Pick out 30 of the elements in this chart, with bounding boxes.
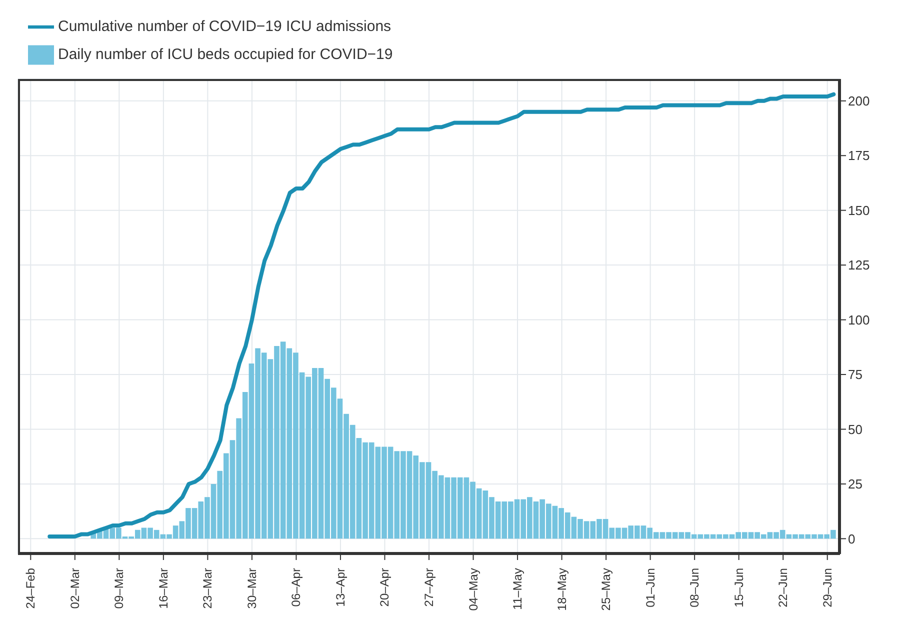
y-tick-label: 75 [848,367,862,382]
x-tick-label: 20–Apr [378,568,392,607]
x-tick-label: 16–Mar [156,568,170,609]
x-tick-label: 02–Mar [68,568,82,609]
x-tick-label: 13–Apr [333,568,348,607]
y-tick-label: 25 [848,476,862,492]
x-tick-label: 22–Jun [776,568,790,608]
x-tick-label: 06–Apr [289,568,304,607]
x-tick-label: 18–May [554,568,569,611]
y-tick-label: 175 [848,148,870,164]
x-tick-label: 27–Apr [422,568,436,607]
x-tick-label: 11–May [510,568,525,610]
y-tick-label: 125 [848,258,870,273]
legend-label: Daily number of ICU beds occupied for COVID−19 [58,46,393,63]
y-tick-label: 50 [848,422,862,437]
legend-label: Cumulative number of COVID−19 ICU admissions [58,18,392,35]
y-tick-label: 100 [848,312,870,328]
x-tick-label: 24–Feb [24,568,38,609]
x-tick-label: 29–Jun [820,568,834,608]
x-tick-label: 15–Jun [732,568,746,608]
x-tick-label: 04–May [466,568,480,611]
x-tick-label: 01–Jun [643,568,658,608]
x-tick-label: 30–Mar [244,568,259,609]
x-tick-label: 23–Mar [200,568,215,609]
x-tick-label: 09–Mar [112,568,126,609]
y-tick-label: 150 [848,202,870,218]
x-tick-label: 08–Jun [688,568,702,608]
x-tick-label: 25–May [599,568,614,611]
y-tick-label: 0 [848,531,856,546]
y-tick-label: 200 [848,94,870,109]
